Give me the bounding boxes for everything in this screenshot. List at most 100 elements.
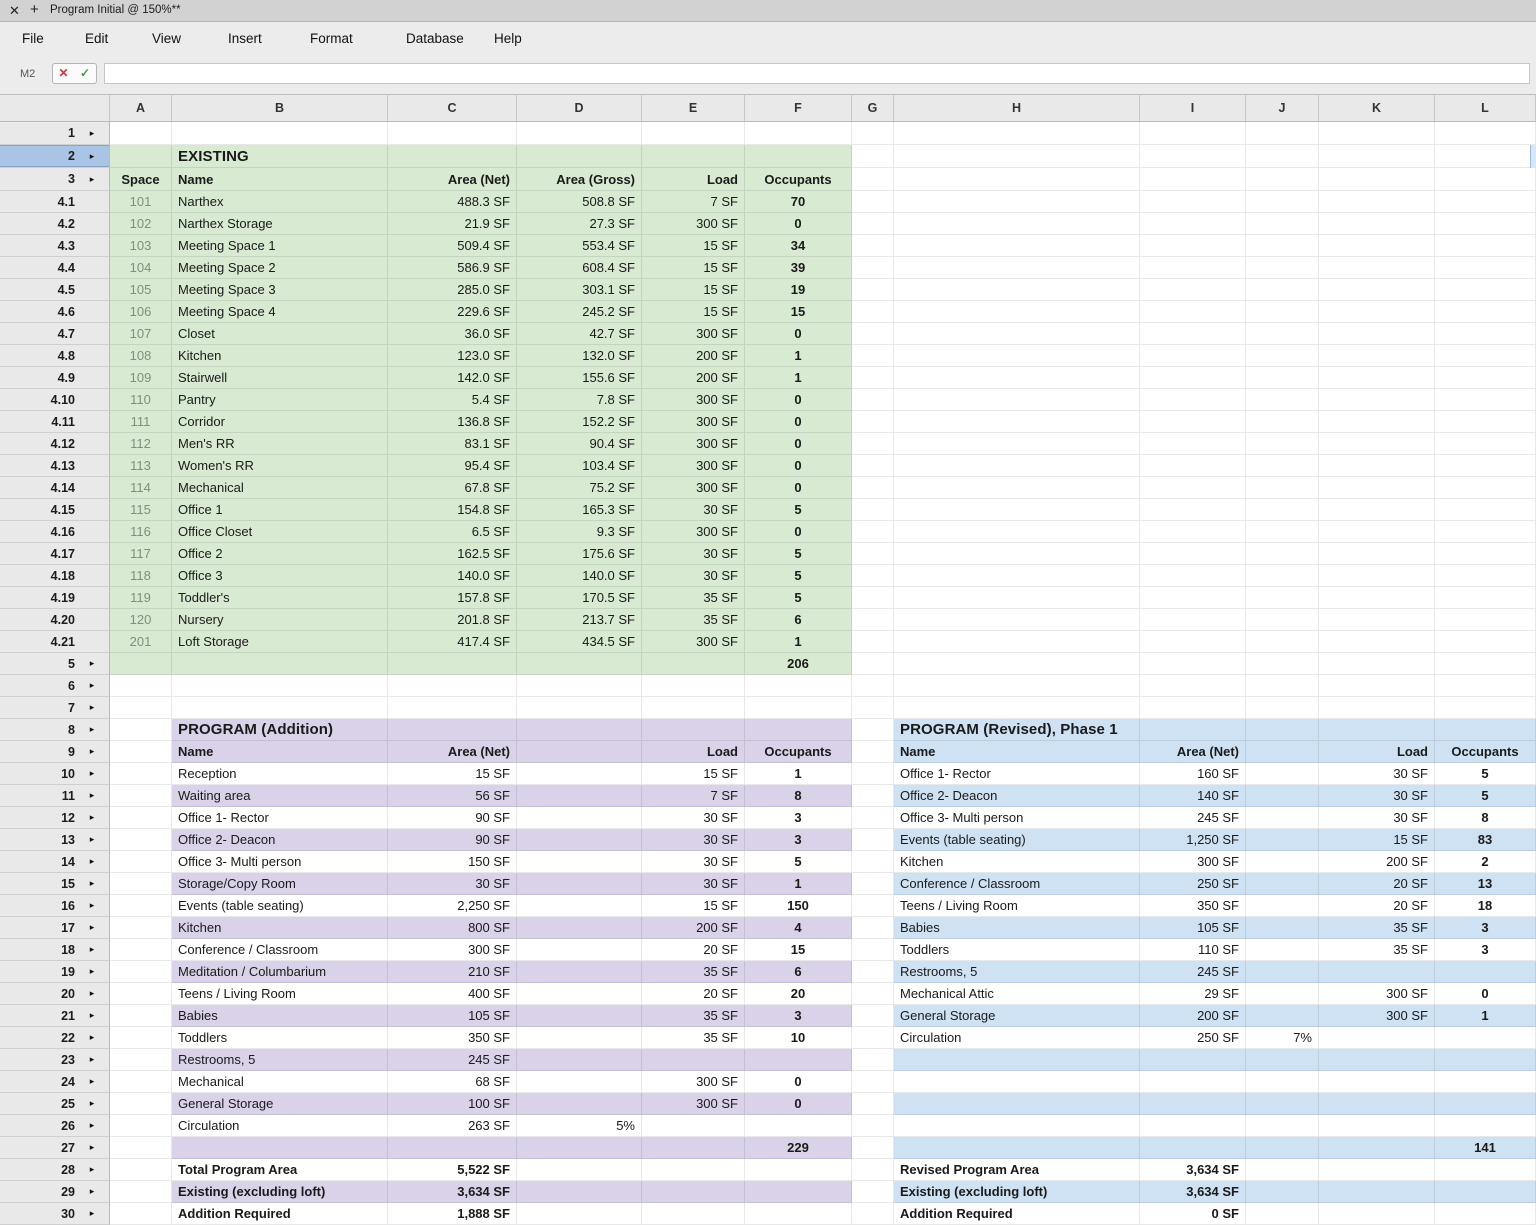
cell-J4.16[interactable] bbox=[1246, 521, 1319, 543]
cell-L4.15[interactable] bbox=[1435, 499, 1536, 521]
cell-J5[interactable] bbox=[1246, 653, 1319, 675]
menu-edit[interactable]: Edit bbox=[85, 31, 109, 46]
cell-B4.18[interactable]: Office 3 bbox=[172, 565, 388, 587]
cell-C3[interactable]: Area (Net) bbox=[388, 168, 517, 191]
cell-H4.18[interactable] bbox=[894, 565, 1140, 587]
cell-K4.4[interactable] bbox=[1319, 257, 1435, 279]
row-header-4.14[interactable]: 4.14 bbox=[0, 477, 110, 499]
cell-H16[interactable]: Teens / Living Room bbox=[894, 895, 1140, 917]
cell-I7[interactable] bbox=[1140, 697, 1246, 719]
cell-F30[interactable] bbox=[745, 1203, 852, 1225]
cell-F23[interactable] bbox=[745, 1049, 852, 1071]
cell-L2[interactable] bbox=[1435, 145, 1536, 168]
cell-C4.11[interactable]: 136.8 SF bbox=[388, 411, 517, 433]
cell-K3[interactable] bbox=[1319, 168, 1435, 191]
cell-H23[interactable] bbox=[894, 1049, 1140, 1071]
cell-B4.8[interactable]: Kitchen bbox=[172, 345, 388, 367]
cell-K4.15[interactable] bbox=[1319, 499, 1435, 521]
cell-G7[interactable] bbox=[852, 697, 894, 719]
cell-E23[interactable] bbox=[642, 1049, 745, 1071]
cell-G2[interactable] bbox=[852, 145, 894, 168]
cell-E28[interactable] bbox=[642, 1159, 745, 1181]
cell-K4.7[interactable] bbox=[1319, 323, 1435, 345]
cell-E8[interactable] bbox=[642, 719, 745, 741]
cell-F5[interactable]: 206 bbox=[745, 653, 852, 675]
column-header-B[interactable]: B bbox=[172, 95, 388, 122]
cell-C26[interactable]: 263 SF bbox=[388, 1115, 517, 1137]
cell-D4.3[interactable]: 553.4 SF bbox=[517, 235, 642, 257]
cell-I21[interactable]: 200 SF bbox=[1140, 1005, 1246, 1027]
cell-D19[interactable] bbox=[517, 961, 642, 983]
cell-K10[interactable]: 30 SF bbox=[1319, 763, 1435, 785]
cell-A7[interactable] bbox=[110, 697, 172, 719]
cell-H4.4[interactable] bbox=[894, 257, 1140, 279]
cell-H15[interactable]: Conference / Classroom bbox=[894, 873, 1140, 895]
cell-I29[interactable]: 3,634 SF bbox=[1140, 1181, 1246, 1203]
cell-B27[interactable] bbox=[172, 1137, 388, 1159]
row-header-6[interactable]: 6 ▸ bbox=[0, 675, 110, 697]
row-header-18[interactable]: 18 ▸ bbox=[0, 939, 110, 961]
cell-I17[interactable]: 105 SF bbox=[1140, 917, 1246, 939]
cell-E4.17[interactable]: 30 SF bbox=[642, 543, 745, 565]
cell-A2[interactable] bbox=[110, 145, 172, 168]
cell-H4.6[interactable] bbox=[894, 301, 1140, 323]
cell-F11[interactable]: 8 bbox=[745, 785, 852, 807]
cell-F12[interactable]: 3 bbox=[745, 807, 852, 829]
cell-B4.7[interactable]: Closet bbox=[172, 323, 388, 345]
cell-D4.4[interactable]: 608.4 SF bbox=[517, 257, 642, 279]
cell-D4.2[interactable]: 27.3 SF bbox=[517, 213, 642, 235]
cell-L25[interactable] bbox=[1435, 1093, 1536, 1115]
cell-J18[interactable] bbox=[1246, 939, 1319, 961]
cell-J21[interactable] bbox=[1246, 1005, 1319, 1027]
cell-F2[interactable] bbox=[745, 145, 852, 168]
formula-input[interactable] bbox=[104, 63, 1530, 84]
cell-E20[interactable]: 20 SF bbox=[642, 983, 745, 1005]
cell-K4.19[interactable] bbox=[1319, 587, 1435, 609]
row-header-22[interactable]: 22 ▸ bbox=[0, 1027, 110, 1049]
cell-G4.13[interactable] bbox=[852, 455, 894, 477]
cell-J4.2[interactable] bbox=[1246, 213, 1319, 235]
cell-L18[interactable]: 3 bbox=[1435, 939, 1536, 961]
row-header-3[interactable]: 3 ▸ bbox=[0, 168, 110, 191]
row-header-4.12[interactable]: 4.12 bbox=[0, 433, 110, 455]
cell-F4.18[interactable]: 5 bbox=[745, 565, 852, 587]
cell-C4.10[interactable]: 5.4 SF bbox=[388, 389, 517, 411]
cell-L4.18[interactable] bbox=[1435, 565, 1536, 587]
column-header-L[interactable]: L bbox=[1435, 95, 1536, 122]
cell-H4.15[interactable] bbox=[894, 499, 1140, 521]
cell-J10[interactable] bbox=[1246, 763, 1319, 785]
cell-L21[interactable]: 1 bbox=[1435, 1005, 1536, 1027]
cell-G23[interactable] bbox=[852, 1049, 894, 1071]
cell-A21[interactable] bbox=[110, 1005, 172, 1027]
cell-A4.4[interactable]: 104 bbox=[110, 257, 172, 279]
cell-E4.6[interactable]: 15 SF bbox=[642, 301, 745, 323]
row-expand-icon[interactable]: ▸ bbox=[89, 812, 95, 822]
cell-J4.14[interactable] bbox=[1246, 477, 1319, 499]
cell-I4.16[interactable] bbox=[1140, 521, 1246, 543]
cell-G10[interactable] bbox=[852, 763, 894, 785]
cell-K24[interactable] bbox=[1319, 1071, 1435, 1093]
cell-A4.20[interactable]: 120 bbox=[110, 609, 172, 631]
cell-C9[interactable]: Area (Net) bbox=[388, 741, 517, 763]
cell-L4.20[interactable] bbox=[1435, 609, 1536, 631]
cell-I30[interactable]: 0 SF bbox=[1140, 1203, 1246, 1225]
row-expand-icon[interactable]: ▸ bbox=[89, 127, 95, 138]
cell-H8[interactable]: PROGRAM (Revised), Phase 1 bbox=[894, 719, 1140, 741]
cell-L13[interactable]: 83 bbox=[1435, 829, 1536, 851]
cell-L6[interactable] bbox=[1435, 675, 1536, 697]
cell-D4.17[interactable]: 175.6 SF bbox=[517, 543, 642, 565]
cell-A11[interactable] bbox=[110, 785, 172, 807]
cell-D11[interactable] bbox=[517, 785, 642, 807]
cell-E4.4[interactable]: 15 SF bbox=[642, 257, 745, 279]
cell-B20[interactable]: Teens / Living Room bbox=[172, 983, 388, 1005]
cell-I4.5[interactable] bbox=[1140, 279, 1246, 301]
cell-J4.11[interactable] bbox=[1246, 411, 1319, 433]
cell-D4.18[interactable]: 140.0 SF bbox=[517, 565, 642, 587]
cell-L4.1[interactable] bbox=[1435, 191, 1536, 213]
cell-I4.6[interactable] bbox=[1140, 301, 1246, 323]
cell-G20[interactable] bbox=[852, 983, 894, 1005]
cell-B12[interactable]: Office 1- Rector bbox=[172, 807, 388, 829]
cell-D30[interactable] bbox=[517, 1203, 642, 1225]
cell-J2[interactable] bbox=[1246, 145, 1319, 168]
cell-K4.18[interactable] bbox=[1319, 565, 1435, 587]
